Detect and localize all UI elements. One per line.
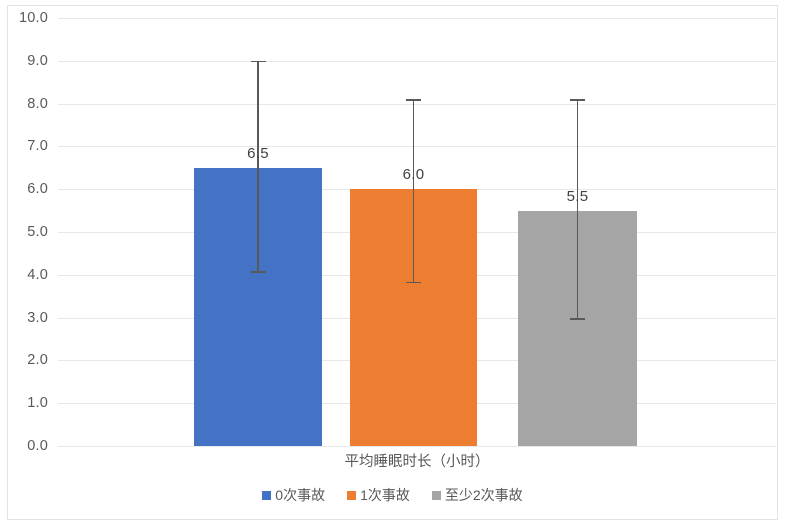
error-bar-2 xyxy=(518,99,637,320)
error-bar-cap-lower xyxy=(250,271,266,273)
error-bar-1 xyxy=(350,99,477,284)
y-axis-tick-label: 1.0 xyxy=(27,395,48,412)
gridline xyxy=(58,18,776,19)
y-axis-tick-label: 5.0 xyxy=(27,224,48,240)
y-axis-tick-label: 3.0 xyxy=(27,309,48,326)
error-bar-0 xyxy=(194,60,322,273)
y-axis-tick-label: 7.0 xyxy=(27,138,48,155)
legend-item-1[interactable]: 1次事故 xyxy=(347,488,410,502)
legend-swatch-icon xyxy=(262,490,272,500)
error-bar-stem xyxy=(576,99,579,320)
gridline xyxy=(58,60,776,62)
legend-item-label: 至少2次事故 xyxy=(444,487,523,503)
data-label-2: 5.5 xyxy=(566,187,589,205)
gridline xyxy=(58,103,776,105)
error-bar-cap-lower xyxy=(570,318,585,320)
y-axis-tick-labels: 10.0 9.0 8.0 7.0 6.0 5.0 4.0 3.0 2.0 1.0 0.0 xyxy=(0,10,48,454)
y-axis-tick-label: 8.0 xyxy=(27,95,48,112)
plot-area: 6.5 6.0 5.5 xyxy=(58,18,776,447)
legend-item-label: 1次事故 xyxy=(360,487,410,503)
y-axis-tick-label: 2.0 xyxy=(27,352,48,369)
gridline xyxy=(58,446,776,447)
x-axis-title: 平均睡眠时长（小时） xyxy=(344,454,490,470)
gridline xyxy=(58,146,776,148)
y-axis-tick-label: 9.0 xyxy=(27,52,48,69)
y-axis-tick-label: 0.0 xyxy=(27,438,48,454)
legend-item-label: 0次事故 xyxy=(275,487,326,503)
data-label-1: 6.0 xyxy=(402,166,425,184)
error-bar-cap-upper xyxy=(570,99,585,101)
error-bar-stem xyxy=(257,60,259,273)
error-bar-cap-upper xyxy=(406,99,421,101)
legend-item-2[interactable]: 至少2次事故 xyxy=(431,487,523,503)
error-bar-cap-upper xyxy=(250,60,266,63)
error-bar-cap-lower xyxy=(406,281,421,284)
legend-swatch-icon xyxy=(347,490,357,500)
y-axis-tick-label: 6.0 xyxy=(27,181,48,198)
legend-swatch-icon xyxy=(431,490,441,500)
chart-legend: 0次事故 1次事故 至少2次事故 xyxy=(7,488,778,502)
data-label-0: 6.5 xyxy=(247,144,269,162)
y-axis-tick-label: 4.0 xyxy=(27,266,48,283)
error-bar-stem xyxy=(412,99,415,284)
y-axis-tick-label: 10.0 xyxy=(18,10,48,26)
legend-item-0[interactable]: 0次事故 xyxy=(262,488,325,502)
